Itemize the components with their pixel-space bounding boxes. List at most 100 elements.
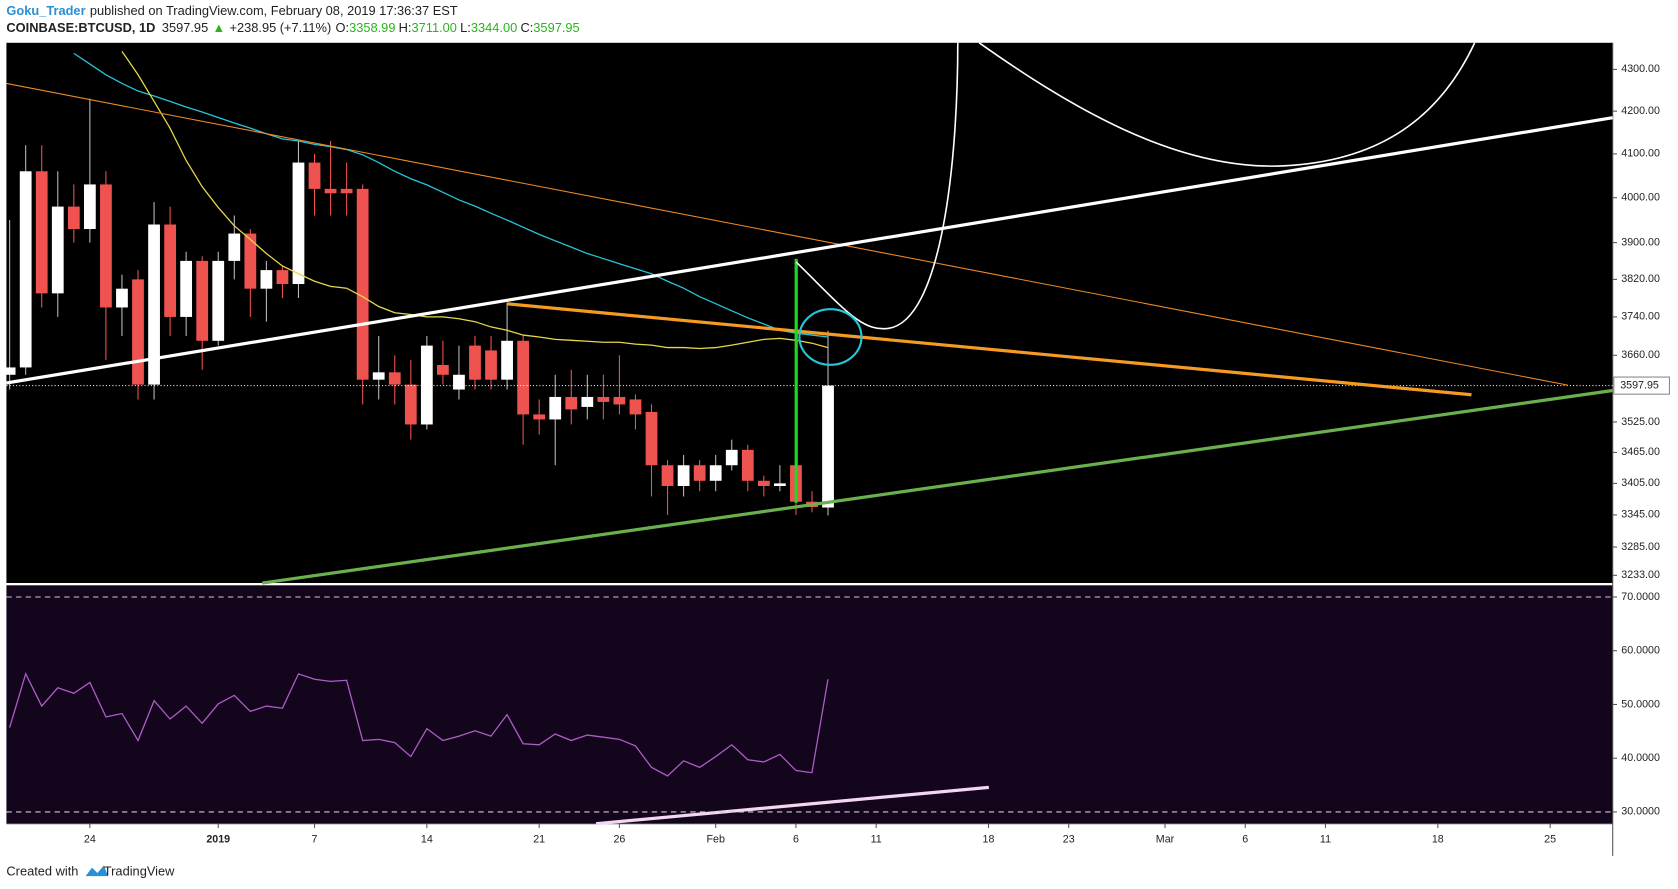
y-tick-label: 4100.00 xyxy=(1621,148,1660,160)
rsi-trend-line xyxy=(595,785,989,826)
candle-body xyxy=(741,449,754,481)
candle-body xyxy=(244,233,257,289)
candle-body xyxy=(677,465,690,486)
drawings xyxy=(6,42,1613,826)
o-value: 3358.99 xyxy=(349,20,395,35)
candle-body xyxy=(164,224,176,317)
trend-line xyxy=(507,302,1472,397)
symbol: COINBASE:BTCUSD, 1D xyxy=(6,20,155,35)
candle-body xyxy=(83,184,96,230)
y-tick-label: 4200.00 xyxy=(1621,105,1660,117)
candle-body xyxy=(485,350,497,380)
arrow: ▲ xyxy=(212,20,225,35)
price-label: 3597.95 xyxy=(1620,379,1659,391)
candle-body xyxy=(469,345,481,380)
candle-body xyxy=(388,372,401,385)
x-tick-label: 26 xyxy=(613,834,625,846)
x-tick-label: Mar xyxy=(1156,834,1175,846)
x-tick-label: 7 xyxy=(312,834,318,846)
published: published on TradingView.com, February 0… xyxy=(90,3,458,18)
candle-body xyxy=(501,340,513,380)
candle-body xyxy=(709,465,722,481)
candle-body xyxy=(693,465,706,481)
y-tick-label: 50.0000 xyxy=(1621,698,1660,710)
y-tick-label: 3345.00 xyxy=(1621,509,1660,521)
trend-line xyxy=(261,388,1613,585)
candle-body xyxy=(597,396,610,402)
candle-body xyxy=(437,364,449,375)
c-value: 3597.95 xyxy=(533,20,579,35)
candle-body xyxy=(725,449,738,466)
x-tick-label: 14 xyxy=(421,834,433,846)
candle-body xyxy=(116,288,128,308)
h-value: 3711.00 xyxy=(412,20,457,35)
candle-body xyxy=(420,345,433,425)
price-pane xyxy=(6,42,1613,584)
candle-body xyxy=(340,188,353,194)
x-tick-label: 25 xyxy=(1544,834,1556,846)
candle-body xyxy=(533,414,546,420)
x-tick-label: 11 xyxy=(1320,834,1331,846)
candle-body xyxy=(260,270,273,289)
y-tick-label: 60.0000 xyxy=(1621,645,1660,657)
trend-line xyxy=(6,116,1613,385)
logo xyxy=(85,865,109,877)
candle-body xyxy=(324,188,337,194)
x-tick-label: 23 xyxy=(1063,834,1075,846)
projection-curve xyxy=(978,42,1476,167)
footer-brand[interactable]: TradingView xyxy=(104,863,175,878)
x-tick-label: 11 xyxy=(871,834,882,846)
moving-average xyxy=(121,50,829,350)
candle-body xyxy=(517,340,530,415)
candle-body xyxy=(404,384,417,425)
candle-body xyxy=(645,411,658,466)
candle-body xyxy=(292,162,305,285)
x-tick-label: 24 xyxy=(84,834,96,846)
y-tick-label: 3233.00 xyxy=(1621,569,1660,581)
candle-body xyxy=(356,188,369,380)
candle-body xyxy=(565,396,578,410)
x-tick-label: 6 xyxy=(1242,834,1248,846)
candle-body xyxy=(822,385,834,508)
y-tick-label: 3525.00 xyxy=(1621,416,1660,428)
candle-body xyxy=(180,260,193,317)
author[interactable]: Goku_Trader xyxy=(6,3,85,18)
l-value: 3344.00 xyxy=(471,20,517,35)
y-tick-label: 40.0000 xyxy=(1621,752,1660,764)
x-tick-label: 21 xyxy=(533,834,545,846)
x-tick-label: 18 xyxy=(1432,834,1444,846)
y-tick-label: 3900.00 xyxy=(1621,236,1660,248)
y-tick-label: 3740.00 xyxy=(1621,311,1660,323)
x-tick-label: Feb xyxy=(706,834,724,846)
x-tick-label: 2019 xyxy=(206,834,230,846)
candle-body xyxy=(372,372,385,380)
y-tick-label: 3285.00 xyxy=(1621,541,1660,553)
l-label: L: xyxy=(460,20,471,35)
pane-divider xyxy=(6,583,1613,586)
last: 3597.95 xyxy=(162,20,208,35)
candle-body xyxy=(661,465,674,486)
rsi-line xyxy=(9,672,829,777)
candle-body xyxy=(35,171,48,294)
y-tick-label: 3660.00 xyxy=(1621,349,1660,361)
candle-body xyxy=(581,396,594,407)
candle-body xyxy=(308,162,321,189)
x-tick-label: 18 xyxy=(983,834,995,846)
h-label: H: xyxy=(399,20,412,35)
y-tick-label: 3820.00 xyxy=(1621,273,1660,285)
y-tick-label: 30.0000 xyxy=(1621,806,1660,818)
y-tick-label: 3465.00 xyxy=(1621,446,1660,458)
x-tick-label: 6 xyxy=(793,834,799,846)
y-tick-label: 4000.00 xyxy=(1621,192,1660,204)
change: +238.95 (+7.11%) xyxy=(229,20,331,35)
candle-body xyxy=(212,260,225,341)
candle-body xyxy=(100,184,112,308)
footer-text: Created with xyxy=(6,863,78,878)
candle-body xyxy=(132,279,144,385)
candle-body xyxy=(276,270,289,285)
candle-body xyxy=(549,396,562,420)
candle-body xyxy=(757,480,770,486)
c-label: C: xyxy=(520,20,533,35)
